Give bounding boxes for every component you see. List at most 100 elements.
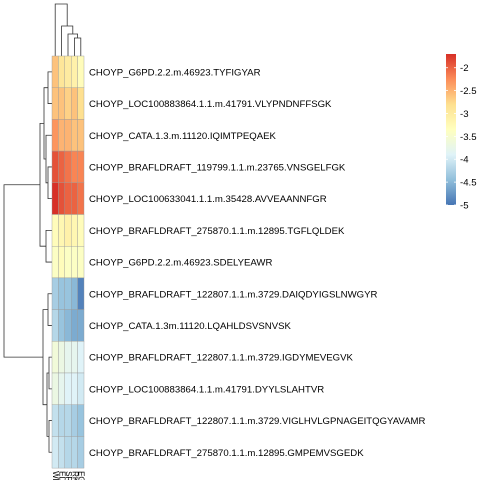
heatmap-cell	[77, 309, 85, 342]
heatmap-cell	[64, 436, 72, 469]
legend-tick-label: -4	[460, 155, 469, 166]
heatmap-cell	[58, 309, 66, 342]
heatmap-cell	[77, 404, 85, 437]
column-dendrogram	[54, 3, 82, 56]
row-label: CHOYP_G6PD.2.2.m.46923.SDELYEAWR	[89, 258, 272, 269]
heatmap-cells	[51, 55, 85, 469]
heatmap-cell	[64, 119, 72, 152]
heatmap-cell	[77, 245, 85, 279]
column-label: RK	[70, 471, 79, 480]
legend-tick-label: -3	[460, 109, 469, 120]
heatmap-cell	[58, 277, 66, 310]
heatmap-cell	[70, 214, 78, 247]
row-label: CHOYP_BRAFLDRAFT_275870.1.1.m.12895.TGFL…	[89, 226, 345, 237]
heatmap-cell	[51, 245, 59, 279]
heatmap-cell	[77, 150, 85, 184]
column-label: EG	[77, 471, 86, 480]
heatmap-cell	[64, 150, 72, 184]
row-label: CHOYP_BRAFLDRAFT_275870.1.1.m.12895.GMPE…	[89, 448, 364, 459]
heatmap-cell	[51, 372, 59, 405]
row-label: CHOYP_LOC100883864.1.1.m.41791.VLYPNDNFF…	[89, 99, 332, 110]
heatmap-cell	[70, 436, 78, 469]
heatmap-cell	[51, 182, 59, 215]
dendrogram-branch	[54, 3, 68, 56]
heatmap-cell	[58, 245, 66, 279]
heatmap-cell	[64, 55, 72, 88]
heatmap-cell	[58, 87, 66, 120]
heatmap-cell	[77, 182, 85, 215]
heatmap-cell	[51, 341, 59, 374]
row-label: CHOYP_CATA.1.3.m.11120.IQIMTPEQAEK	[89, 131, 277, 142]
dendrogram-branch	[3, 184, 43, 358]
heatmap-cell	[64, 309, 72, 342]
heatmap-cell	[51, 436, 59, 469]
heatmap-cell	[77, 372, 85, 405]
dendrogram-branch	[47, 166, 52, 200]
heatmap-cell	[51, 87, 59, 120]
row-label: CHOYP_LOC100883864.1.1.m.41791.DYYLSLAHT…	[89, 384, 324, 395]
heatmap-cell	[77, 277, 85, 310]
heatmap-cell	[58, 341, 66, 374]
heatmap-cell	[58, 119, 66, 152]
row-label: CHOYP_G6PD.2.2.m.46923.TYFIGYAR	[89, 67, 261, 78]
column-label: ED	[57, 471, 66, 480]
heatmap-cell	[77, 119, 85, 152]
heatmap-cell	[58, 150, 66, 184]
row-label: CHOYP_BRAFLDRAFT_122807.1.1.m.3729.IGDYM…	[89, 353, 354, 364]
heatmap-cell	[51, 119, 59, 152]
column-label: SR	[64, 471, 73, 480]
heatmap-cell	[70, 87, 78, 120]
heatmap-cell	[64, 277, 72, 310]
heatmap-cell	[77, 436, 85, 469]
heatmap-cell	[64, 245, 72, 279]
legend-tick-label: -5	[460, 201, 469, 212]
legend-tick-label: -2	[460, 63, 469, 74]
row-label: CHOYP_LOC100633041.1.1.m.35428.AVVEAANNF…	[89, 194, 327, 205]
heatmap-cell	[64, 404, 72, 437]
heatmap-cell	[64, 87, 72, 120]
heatmap-cell	[77, 55, 85, 88]
legend-tick-label: -3.5	[460, 132, 477, 143]
row-labels: CHOYP_G6PD.2.2.m.46923.TYFIGYAR CHOYP_LOC…	[89, 67, 426, 458]
heatmap-cell	[51, 150, 59, 184]
heatmap-cell	[58, 372, 66, 405]
heatmap-cell	[70, 277, 78, 310]
heatmap-cell	[51, 309, 59, 342]
heatmap-cell	[70, 119, 78, 152]
row-label: CHOYP_CATA.1.3m.11120.LQAHLDSVSNVSK	[89, 321, 292, 332]
heatmap-cell	[64, 182, 72, 215]
heatmap-cell	[58, 55, 66, 88]
heatmap-cell	[70, 404, 78, 437]
heatmap-cell	[58, 404, 66, 437]
heatmap-cell	[58, 214, 66, 247]
dendrogram-branch	[74, 37, 82, 56]
heatmap-cell	[77, 341, 85, 374]
heatmap-cell	[58, 436, 66, 469]
row-dendrogram	[3, 71, 52, 453]
legend-tick-label: -4.5	[460, 178, 477, 189]
dendrogram-branch	[39, 122, 46, 247]
heatmap-cell	[64, 341, 72, 374]
heatmap-cell	[77, 214, 85, 247]
column-label: WB	[51, 471, 60, 480]
heatmap-cell	[51, 214, 59, 247]
row-label: CHOYP_BRAFLDRAFT_122807.1.1.m.3729.VIGLH…	[89, 416, 426, 427]
dendrogram-branch	[61, 25, 74, 56]
dendrogram-branch	[47, 71, 52, 104]
heatmap-cell	[51, 404, 59, 437]
heatmap-cell	[70, 182, 78, 215]
heatmap-cell	[77, 87, 85, 120]
heatmap-cell	[70, 372, 78, 405]
legend-tick-label: -2.5	[460, 86, 477, 97]
dendrogram-branch	[45, 229, 52, 263]
heatmap-cell	[58, 182, 66, 215]
row-label: CHOYP_BRAFLDRAFT_122807.1.1.m.3729.DAIQD…	[89, 289, 378, 300]
dendrogram-branch	[47, 293, 52, 326]
row-label: CHOYP_BRAFLDRAFT_119799.1.1.m.23765.VNSG…	[89, 162, 346, 173]
heatmap-cell	[70, 309, 78, 342]
heatmap-cell	[51, 55, 59, 88]
dendrogram-branch	[45, 134, 52, 184]
